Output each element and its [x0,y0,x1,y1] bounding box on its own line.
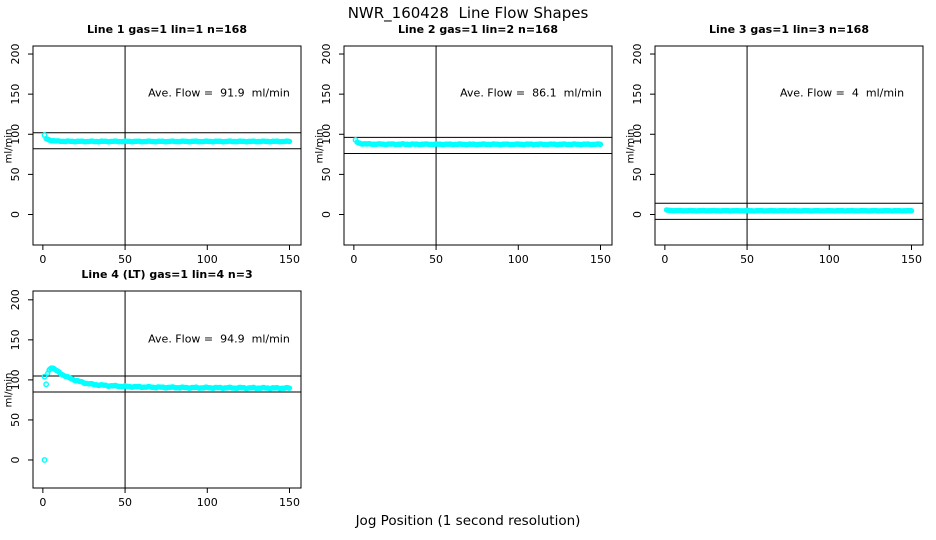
data-point-outlier [43,381,50,388]
subplot3-title: Line 3 gas=1 lin=3 n=168 [708,23,869,36]
plot-box [654,45,924,246]
figure-xaxis-label: Jog Position (1 second resolution) [355,513,581,529]
subplot2-yaxis-label: ml/min [314,128,326,164]
y-tick-label: 200 [9,289,22,310]
x-tick-label: 150 [279,496,300,509]
y-tick-label: 50 [320,167,333,181]
subplot4-yaxis-label: ml/min [3,372,15,408]
y-tick-label: 100 [9,124,22,145]
y-tick-label: 0 [9,211,22,218]
subplot2-title: Line 2 gas=1 lin=2 n=168 [397,23,558,36]
y-tick-label: 100 [9,369,22,390]
data-point [908,208,915,214]
y-tick-label: 50 [9,167,22,181]
y-tick-label: 100 [631,124,644,145]
subplot1-ave-flow-annotation: Ave. Flow = 91.9 ml/min [148,86,290,100]
subplot4-ave-flow-annotation: Ave. Flow = 94.9 ml/min [148,332,290,346]
x-tick-label: 0 [39,496,46,509]
y-tick-label: 0 [631,211,644,218]
y-tick-label: 50 [9,413,22,427]
subplot2-ave-flow-annotation: Ave. Flow = 86.1 ml/min [460,86,602,100]
y-tick-label: 0 [9,456,22,463]
x-tick-label: 150 [279,253,300,266]
x-tick-label: 100 [508,253,529,266]
plot-box [343,45,613,246]
data-point [597,141,604,147]
x-tick-label: 50 [118,496,132,509]
x-tick-label: 0 [350,253,357,266]
subplot1-yaxis-label: ml/min [3,128,15,164]
y-tick-label: 200 [320,44,333,65]
subplot3-yaxis-label: ml/min [625,128,637,164]
y-tick-label: 200 [9,44,22,65]
y-tick-label: 150 [9,329,22,350]
y-tick-label: 200 [631,44,644,65]
data-point-outlier [41,132,48,138]
x-tick-label: 100 [197,253,218,266]
data-point [286,138,293,145]
subplot1-title: Line 1 gas=1 lin=1 n=168 [86,23,247,36]
data-point-outlier [352,136,359,143]
x-tick-label: 0 [661,253,668,266]
subplot4-title: Line 4 (LT) gas=1 lin=4 n=3 [81,268,253,281]
x-tick-label: 50 [118,253,132,266]
data-point [286,385,293,391]
plot-box [32,290,302,489]
data-point-outlier [41,457,48,463]
x-tick-label: 100 [819,253,840,266]
plot-box [32,45,302,246]
x-tick-label: 50 [429,253,443,266]
x-tick-label: 150 [590,253,611,266]
x-tick-label: 0 [39,253,46,266]
y-tick-label: 150 [631,84,644,105]
x-tick-label: 150 [901,253,922,266]
y-tick-label: 0 [320,211,333,218]
y-tick-label: 100 [320,124,333,145]
y-tick-label: 150 [320,84,333,105]
x-tick-label: 50 [740,253,754,266]
data-point-outlier [41,373,48,380]
figure-title: NWR_160428 Line Flow Shapes [347,4,589,22]
y-tick-label: 150 [9,84,22,105]
subplot3-ave-flow-annotation: Ave. Flow = 4 ml/min [779,86,905,100]
x-tick-label: 100 [197,496,218,509]
y-tick-label: 50 [631,167,644,181]
